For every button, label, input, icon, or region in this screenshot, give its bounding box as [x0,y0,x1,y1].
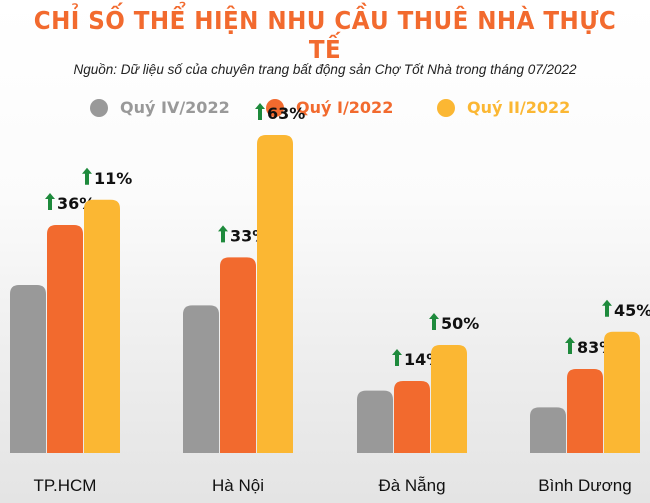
bar-binh-duong-quy-i-2022 [567,369,603,453]
bar-tp-hcm-quy-iv-2022 [10,285,46,453]
legend-item-q4-2022: Quý IV/2022 [90,98,230,117]
growth-arrow-up-icon [218,225,228,243]
chart-title: CHỈ SỐ THỂ HIỆN NHU CẦU THUÊ NHÀ THỰC TẾ [33,6,617,64]
legend-label-q2-2022: Quý II/2022 [467,98,571,117]
legend-item-q1-2022: Quý I/2022 [266,98,393,117]
bar-ha-noi-quy-i-2022 [220,257,256,453]
legend-label-q4-2022: Quý IV/2022 [120,98,230,117]
growth-arrow-up-icon [82,167,92,185]
bar-tp-hcm-quy-ii-2022 [84,199,120,453]
category-label-tp-hcm: TP.HCM [34,476,97,495]
growth-label-da-nang-quy-ii-2022: 50% [441,314,479,333]
legend-swatch-q4-2022 [90,98,108,117]
bar-binh-duong-quy-ii-2022 [604,331,640,453]
legend-swatch-q1-2022 [266,98,284,117]
category-label-da-nang: Đà Nẵng [378,476,445,495]
growth-arrow-up-icon [565,337,575,354]
growth-label-binh-duong-quy-ii-2022: 45% [614,301,650,320]
bar-da-nang-quy-ii-2022 [431,345,467,453]
bar-da-nang-quy-i-2022 [394,381,430,453]
growth-label-ha-noi-quy-ii-2022: 63% [267,104,305,123]
growth-arrow-up-icon [602,299,612,317]
legend-item-q2-2022: Quý II/2022 [437,98,570,117]
bar-ha-noi-quy-iv-2022 [183,305,219,453]
growth-arrow-up-icon [392,349,402,366]
bar-da-nang-quy-iv-2022 [357,390,393,453]
legend-label-q1-2022: Quý I/2022 [296,98,394,117]
category-label-binh-duong: Bình Dương [538,476,631,495]
growth-arrow-up-icon [429,313,439,330]
bar-ha-noi-quy-ii-2022 [257,135,293,453]
growth-arrow-up-icon [45,193,55,210]
growth-label-tp-hcm-quy-ii-2022: 11% [94,169,132,188]
legend-swatch-q2-2022 [437,98,455,117]
chart-subtitle: Nguồn: Dữ liệu số của chuyên trang bất đ… [73,62,577,77]
legend: Quý IV/2022 Quý I/2022 Quý II/2022 [0,98,650,126]
bar-binh-duong-quy-iv-2022 [530,407,566,453]
category-label-ha-noi: Hà Nội [212,476,264,495]
bar-tp-hcm-quy-i-2022 [47,225,83,453]
growth-arrow-up-icon [255,103,265,120]
